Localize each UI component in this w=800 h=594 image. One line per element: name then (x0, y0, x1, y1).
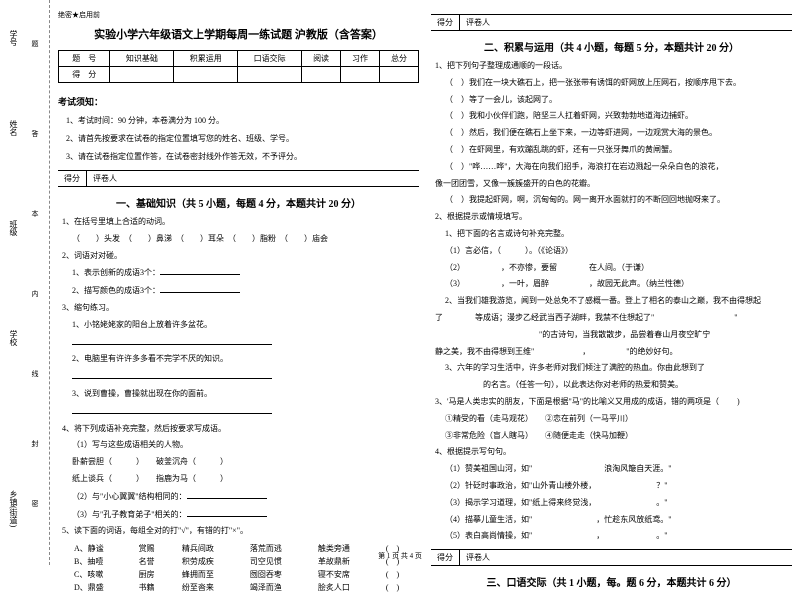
q4-b: （2）与"小心翼翼"结构相同的： (72, 490, 419, 504)
q4-c: （3）与"孔子教育弟子"相关的： (72, 508, 419, 522)
page-footer: 第 1 页 共 4 页 (0, 551, 800, 561)
p1-line: （ ）我们在一块大礁石上，把一张张带有诱饵的虾网放上压网石，按顺序甩下去。 (445, 77, 792, 90)
q1-stem: 1、在括号里填上合适的动词。 (62, 216, 419, 229)
q4-a: （1）写与这些成语相关的人物。 (72, 439, 419, 452)
q4-row: 纸上谈兵（ ） 指鹿为马（ ） (72, 473, 419, 486)
notice-item: 2、请首先按要求在试卷的指定位置填写您的姓名、班级、学号。 (66, 133, 419, 145)
q1-line: （ ）头发 （ ）鼻涕 （ ）耳朵 （ ）脂粉 （ ）庙会 (72, 233, 419, 246)
section3-title: 三、口语交际（共 1 小题，每。题 6 分，本题共计 6 分） (431, 574, 792, 589)
grader-label: 评卷人 (460, 15, 496, 30)
side-text: 封 (30, 440, 40, 447)
score-cell[interactable] (110, 67, 174, 83)
p2-l2: （2） ，不亦惨，要留 在人间。（于谦） (445, 262, 792, 275)
score-cell[interactable] (174, 67, 238, 83)
side-text: 密 (30, 500, 40, 507)
answer-line[interactable] (72, 405, 419, 419)
section-header: 得分 评卷人 (58, 170, 419, 187)
score-hdr: 口语交际 (238, 51, 302, 67)
score-cell[interactable] (302, 67, 341, 83)
p2-b: 2、当我们雄我游览，闻到一处总免不了感概一番。登上了相名的泰山之巅，我不由得想起 (445, 295, 792, 308)
margin-label-id: 学号 (8, 30, 19, 46)
binding-margin: 学号 姓名 班级 学校 乡镇(街道) 题 答 本 内 线 封 密 (0, 0, 50, 565)
p2-b3: "的古诗句，当我散散步，品尝着春山月夜空旷宁 (435, 329, 792, 342)
q3-stem: 3、缩句练习。 (62, 302, 419, 315)
score-hdr: 总分 (380, 51, 419, 67)
side-text: 题 (30, 40, 40, 47)
p1-line: （ ）我和小伙伴们跑，陪坚三人扛着虾网，兴致勃勃地道海边捕虾。 (445, 110, 792, 123)
score-hdr: 习作 (341, 51, 380, 67)
side-text: 线 (30, 370, 40, 377)
score-hdr: 题 号 (59, 51, 110, 67)
score-cell[interactable] (380, 67, 419, 83)
q2-a: 1、表示创新的成语3个： (72, 266, 419, 280)
p2-d: 3、'马是人类忠实的朋友，下面是根据"马"的比喻义又用成的成语，错的两项是（ ) (435, 396, 792, 409)
left-column: 绝密★启用前 实验小学六年级语文上学期每周一练试题 沪教版（含答案） 题 号 知… (58, 10, 419, 565)
score-cell[interactable]: 得 分 (59, 67, 110, 83)
p2-stem: 2、根据提示或情境填写。 (435, 211, 792, 224)
secret-label: 绝密★启用前 (58, 10, 419, 20)
q3-c: 3、说到曹操，曹操就出现在你的面前。 (72, 388, 419, 401)
p2-b2: 了 等成语；漫步乙经武当西子湖畔，我禁不住想起了" " (435, 312, 792, 325)
margin-label-town: 乡镇(街道) (8, 490, 19, 527)
p2-opts: ③非常危险（盲人瞎马） ④随便走走（快马加鞭） (445, 430, 792, 443)
p2-c2: 的名言。（任答一句），以此表达你对老师的热爱和赞美。 (435, 379, 792, 392)
side-text: 答 (30, 130, 40, 137)
p1-line: （ ）然后，我们便在礁石上坐下来，一边等虾进网，一边观赏大海的景色。 (445, 127, 792, 140)
p2-opts: ①精受的看（走马观花） ②恋在前列（一马平川） (445, 413, 792, 426)
q2-b: 2、描写颜色的成语3个： (72, 284, 419, 298)
p4-stem: 4、根据提示写句句。 (435, 446, 792, 459)
p2-l3: （3） ，一叶，眉醉 ，故园无此声。（纳兰性德） (445, 278, 792, 291)
p1-stem: 1、把下列句子整理成通顺的一段话。 (435, 60, 792, 73)
q5-stem: 5、读下面的词语，每组全对的打"√"，有错的打"×"。 (62, 525, 419, 538)
score-hdr: 阅读 (302, 51, 341, 67)
answer-line[interactable] (72, 336, 419, 350)
section2-title: 二、积累与运用（共 4 小题，每题 5 分，本题共计 20 分） (431, 39, 792, 54)
p2-b4: 静之美，我不由得想到王维" ， "的绝妙好句。 (435, 346, 792, 359)
score-cell[interactable] (238, 67, 302, 83)
p1-tail: （ ）我提起虾网，啊，沉甸甸的。网一离开水面就打的不断回回地抛呀来了。 (445, 194, 792, 207)
p4-line: （3）揭示学习道理，如"纸上得来终觉浅， 。" (445, 497, 792, 510)
p4-line: （2）针砭时事政治，如"山外青山楼外楼， ？" (445, 480, 792, 493)
answer-line[interactable] (72, 370, 419, 384)
p4-line: （5）表白高尚情操，如" ， 。" (445, 530, 792, 543)
p1-line: （ ）等了一会儿，该起网了。 (445, 94, 792, 107)
p2-l1: （1）言必信，（ ）。（《论语》） (445, 245, 792, 258)
q5-table: A、静谧赏赐精兵间政落荒而逃触类旁通( ) B、抽噎名誉积劳成疾司空见惯革故鼎新… (68, 542, 419, 594)
notice-item: 1、考试时间：90 分钟，本卷满分为 100 分。 (66, 115, 419, 127)
p4-line: （1）赞美祖国山河，如" 浪淘风簸自天涯。" (445, 463, 792, 476)
grader-label: 评卷人 (87, 171, 123, 186)
section1-title: 一、基础知识（共 5 小题，每题 4 分，本题共计 20 分） (58, 195, 419, 210)
notice-title: 考试须知： (58, 95, 419, 108)
p4-line: （4）描摹儿童生活，如" ，忙趁东风放纸鸢。" (445, 514, 792, 527)
score-hdr: 积累运用 (174, 51, 238, 67)
p1-line: （ ）在虾网里，有欢蹦乱跳的虾，还有一只张牙舞爪的黄闸蟹。 (445, 144, 792, 157)
score-label: 得分 (431, 15, 460, 30)
p1-tail: 像一团团雪，又像一簇簇盛开的白色的花瓣。 (435, 178, 792, 191)
margin-label-name: 姓名 (8, 120, 19, 136)
q2-stem: 2、词语对对碰。 (62, 250, 419, 263)
section-header: 得分 评卷人 (431, 14, 792, 31)
q4-row: 卧薪尝胆（ ） 破釜沉舟（ ） (72, 456, 419, 469)
p2-c: 3、六年的学习生活中，许多老师对我们倾注了满腔的热血。你由此想到了 (445, 362, 792, 375)
exam-title: 实验小学六年级语文上学期每周一练试题 沪教版（含答案） (58, 26, 419, 42)
notice-item: 3、请在试卷指定位置作答，在试卷密封线外作答无效，不予评分。 (66, 151, 419, 163)
margin-label-school: 学校 (8, 330, 19, 346)
q4-stem: 4、将下列成语补充完整，然后按要求写成语。 (62, 423, 419, 436)
side-text: 内 (30, 290, 40, 297)
score-table: 题 号 知识基础 积累运用 口语交际 阅读 习作 总分 得 分 (58, 50, 419, 83)
side-text: 本 (30, 210, 40, 217)
q3-a: 1、小铭姥姥家的阳台上放着许多盆花。 (72, 319, 419, 332)
score-cell[interactable] (341, 67, 380, 83)
p1-line: （ ）"哗……哗"，大海在向我们招手，海浪打在岩边溅起一朵朵白色的浪花， (445, 161, 792, 174)
margin-label-class: 班级 (8, 220, 19, 236)
q3-b: 2、电脑里有许许多多看不完学不厌的知识。 (72, 353, 419, 366)
right-column: 得分 评卷人 二、积累与运用（共 4 小题，每题 5 分，本题共计 20 分） … (431, 10, 792, 565)
score-label: 得分 (58, 171, 87, 186)
p2-a: 1、把下面的名言或诗句补充完整。 (445, 228, 792, 241)
score-hdr: 知识基础 (110, 51, 174, 67)
